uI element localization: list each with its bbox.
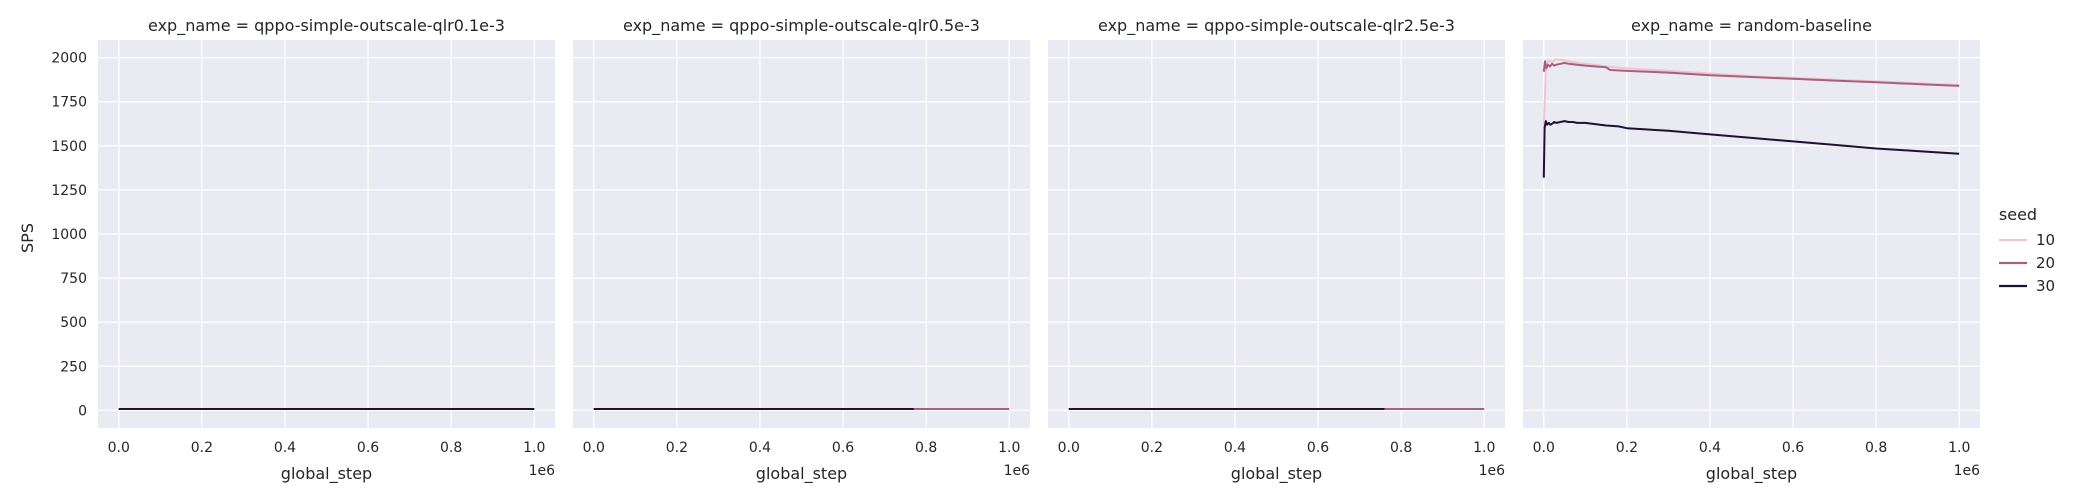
x-tick-label: 0.2 xyxy=(1616,440,1638,456)
y-tick-label: 250 xyxy=(60,359,87,375)
facet-panel: exp_name = qppo-simple-outscale-qlr0.5e-… xyxy=(573,16,1030,484)
x-tick-label: 1.0 xyxy=(1948,440,1970,456)
x-tick-label: 0.6 xyxy=(1307,440,1329,456)
facet-title: exp_name = random-baseline xyxy=(1631,16,1872,36)
x-tick-label: 0.6 xyxy=(832,440,854,456)
y-tick-label: 500 xyxy=(60,315,87,331)
x-tick-label: 0.0 xyxy=(1058,440,1080,456)
facet-title: exp_name = qppo-simple-outscale-qlr2.5e-… xyxy=(1098,16,1455,36)
x-tick-label: 0.4 xyxy=(749,440,771,456)
x-tick-label: 0.8 xyxy=(1865,440,1887,456)
x-tick-label: 0.2 xyxy=(666,440,688,456)
legend-label-20: 20 xyxy=(2036,254,2055,272)
legend-title: seed xyxy=(1999,205,2037,224)
x-tick-label: 0.2 xyxy=(1141,440,1163,456)
facet-panel: exp_name = random-baseline 0.0 0.2 0.4 0.6 0.… xyxy=(1523,16,1980,484)
y-tick-label: 1750 xyxy=(51,95,87,111)
legend-entries: 10 20 30 xyxy=(1999,231,2055,295)
x-tick-label: 0.8 xyxy=(440,440,462,456)
series-line-20 xyxy=(1542,60,1960,87)
x-tick-label: 0.4 xyxy=(274,440,296,456)
y-tick-label: 750 xyxy=(60,271,87,287)
legend: seed 10 20 30 xyxy=(1999,205,2055,295)
legend-label-30: 30 xyxy=(2036,277,2055,295)
x-axis-label: global_step xyxy=(281,464,372,484)
x-tick-label: 0.8 xyxy=(1390,440,1412,456)
x-tick-label: 1.0 xyxy=(523,440,545,456)
x-tick-label: 0.2 xyxy=(191,440,213,456)
x-offset-label: 1e6 xyxy=(1004,463,1031,479)
x-tick-label: 0.0 xyxy=(108,440,130,456)
y-axis-label: SPS xyxy=(18,223,37,253)
x-offset-label: 1e6 xyxy=(1954,463,1981,479)
y-tick-label: 1500 xyxy=(51,139,87,155)
x-tick-label: 1.0 xyxy=(998,440,1020,456)
x-offset-label: 1e6 xyxy=(529,463,556,479)
x-tick-label: 0.4 xyxy=(1699,440,1721,456)
x-tick-label: 0.0 xyxy=(583,440,605,456)
y-tick-label: 0 xyxy=(78,403,87,419)
x-tick-label: 0.6 xyxy=(1782,440,1804,456)
x-tick-label: 0.4 xyxy=(1224,440,1246,456)
facet-panel: exp_name = qppo-simple-outscale-qlr0.1e-… xyxy=(51,16,555,484)
x-tick-label: 0.0 xyxy=(1533,440,1555,456)
x-tick-label: 0.6 xyxy=(357,440,379,456)
y-tick-label: 1250 xyxy=(51,183,87,199)
series-line-30 xyxy=(1542,120,1960,178)
facet-title: exp_name = qppo-simple-outscale-qlr0.5e-… xyxy=(623,16,980,36)
facet-panel: exp_name = qppo-simple-outscale-qlr2.5e-… xyxy=(1048,16,1505,484)
x-axis-label: global_step xyxy=(1231,464,1322,484)
x-tick-label: 1.0 xyxy=(1473,440,1495,456)
y-tick-label: 1000 xyxy=(51,227,87,243)
facet-title: exp_name = qppo-simple-outscale-qlr0.1e-… xyxy=(148,16,505,36)
facet-panels: exp_name = qppo-simple-outscale-qlr0.1e-… xyxy=(51,16,1980,484)
x-offset-label: 1e6 xyxy=(1479,463,1506,479)
y-tick-label: 2000 xyxy=(51,51,87,67)
x-axis-label: global_step xyxy=(756,464,847,484)
legend-label-10: 10 xyxy=(2036,231,2055,249)
x-axis-label: global_step xyxy=(1706,464,1797,484)
x-tick-label: 0.8 xyxy=(915,440,937,456)
